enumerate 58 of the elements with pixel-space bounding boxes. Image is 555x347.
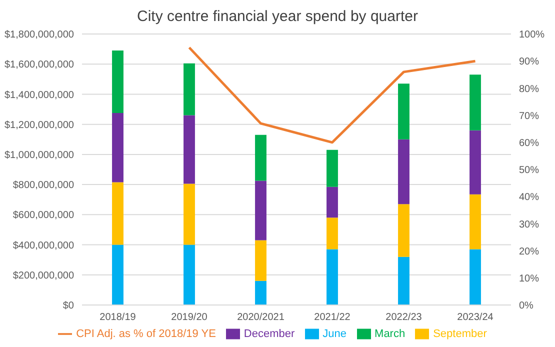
bar bbox=[326, 150, 338, 187]
bar bbox=[470, 194, 481, 250]
x-tick-label: 2018/19 bbox=[100, 312, 136, 324]
x-tick-label: 2021/22 bbox=[314, 312, 351, 324]
bar bbox=[326, 186, 338, 218]
y2-tick-label: 100% bbox=[519, 30, 545, 41]
y2-tick-label: 50% bbox=[519, 165, 540, 176]
bar bbox=[398, 84, 410, 140]
y2-tick-label: 80% bbox=[519, 84, 540, 95]
y-tick-label: $200,000,000 bbox=[12, 270, 74, 282]
bar bbox=[184, 115, 195, 184]
bar bbox=[398, 256, 410, 305]
bar bbox=[255, 134, 266, 181]
y2-tick-label: 70% bbox=[519, 110, 540, 122]
bar bbox=[398, 204, 410, 257]
y-tick-label: $1,800,000,000 bbox=[4, 30, 74, 41]
y-tick-label: $400,000,000 bbox=[12, 240, 74, 252]
chart-title: City centre financial year spend by quarter bbox=[136, 7, 419, 27]
legend-label: March bbox=[374, 328, 406, 340]
bar bbox=[184, 184, 195, 245]
bar bbox=[112, 113, 124, 182]
y-tick-label: $1,200,000,000 bbox=[4, 120, 74, 131]
bar bbox=[470, 74, 481, 130]
legend-label: CPI Adj. as % of 2018/19 YE bbox=[76, 328, 216, 340]
bar bbox=[470, 249, 481, 305]
bar bbox=[112, 50, 124, 114]
y-tick-label: $1,400,000,000 bbox=[4, 90, 74, 101]
legend-label: June bbox=[322, 328, 347, 340]
y-tick-label: $0 bbox=[62, 300, 74, 312]
x-tick-label: 2022/23 bbox=[386, 312, 422, 324]
bar bbox=[326, 249, 338, 305]
bar bbox=[326, 218, 338, 250]
bar bbox=[112, 244, 124, 305]
bar bbox=[184, 244, 195, 305]
bar bbox=[255, 240, 266, 281]
y2-tick-label: 10% bbox=[519, 273, 540, 284]
bar bbox=[398, 139, 410, 204]
y2-tick-label: 20% bbox=[519, 246, 540, 258]
y-tick-label: $800,000,000 bbox=[12, 180, 74, 192]
legend-label: September bbox=[433, 328, 487, 340]
y2-tick-label: 90% bbox=[519, 56, 540, 68]
y2-tick-label: 0% bbox=[519, 300, 534, 312]
bar bbox=[184, 63, 195, 116]
y-tick-label: $1,600,000,000 bbox=[4, 60, 74, 71]
line-series bbox=[188, 46, 476, 144]
bar bbox=[255, 280, 266, 305]
y2-tick-label: 60% bbox=[519, 138, 540, 149]
y2-tick-label: 30% bbox=[519, 219, 540, 230]
bar bbox=[255, 180, 266, 240]
bar bbox=[470, 130, 481, 194]
y-tick-label: $600,000,000 bbox=[12, 210, 74, 222]
legend-label: December bbox=[244, 328, 295, 340]
x-tick-label: 2019/20 bbox=[171, 312, 208, 324]
y-tick-label: $1,000,000,000 bbox=[4, 150, 74, 161]
y2-tick-label: 40% bbox=[519, 192, 540, 204]
x-tick-label: 2020/2021 bbox=[237, 312, 285, 324]
x-tick-label: 2023/24 bbox=[457, 312, 494, 324]
bar bbox=[112, 182, 124, 245]
